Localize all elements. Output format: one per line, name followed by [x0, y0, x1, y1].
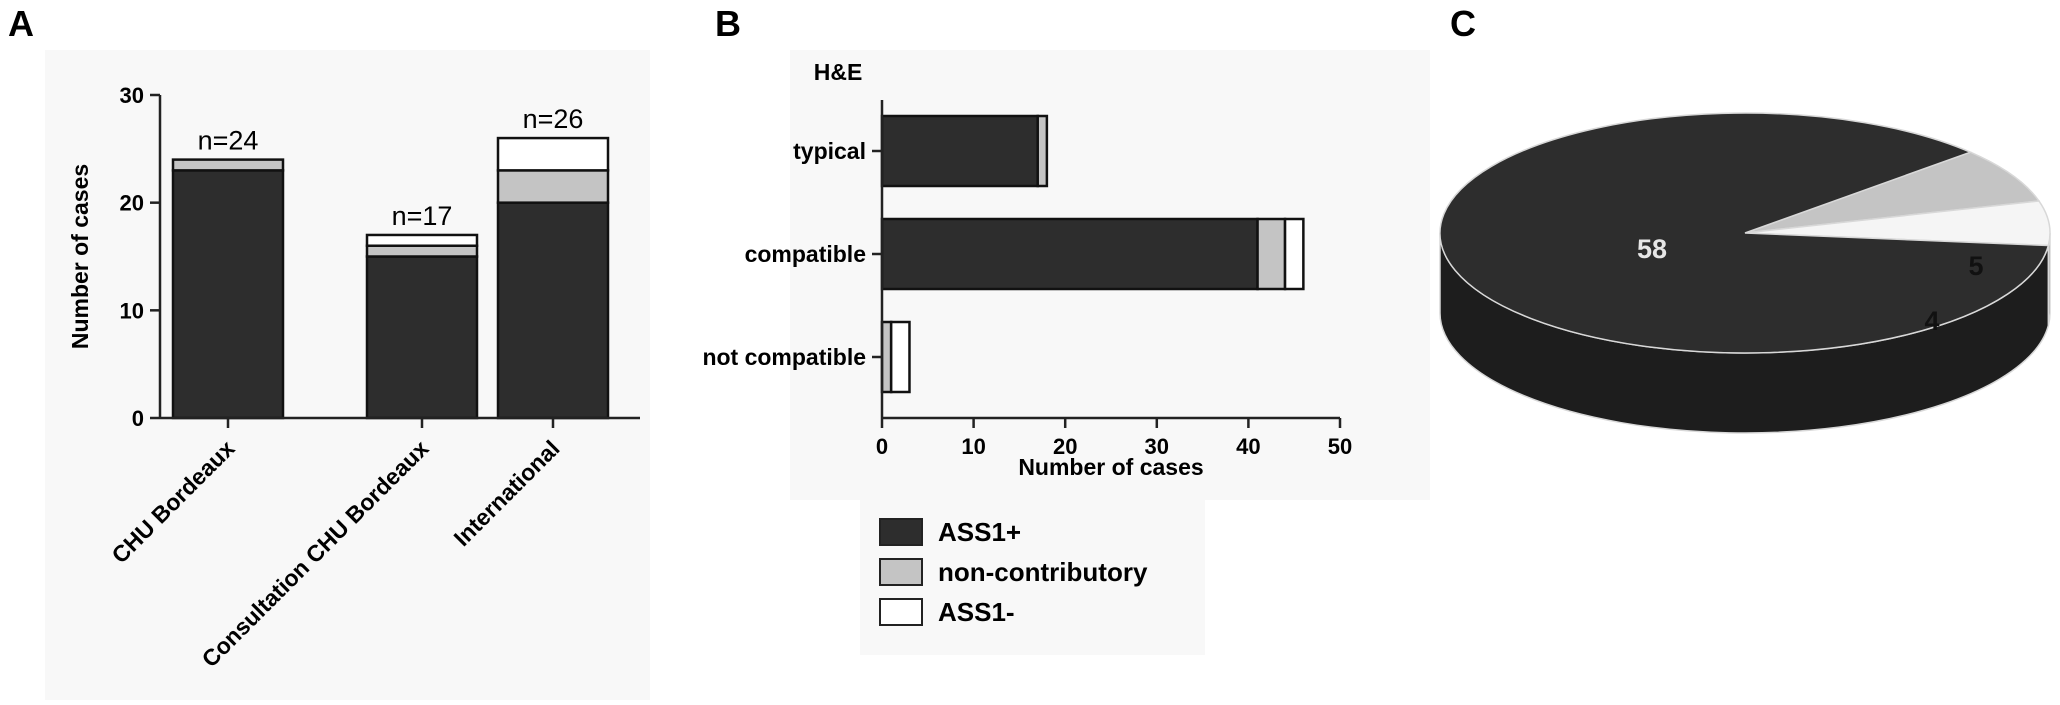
- x-tick-label: 40: [1236, 434, 1260, 459]
- y-tick-label: 20: [120, 191, 144, 216]
- x-tick-label: 10: [961, 434, 985, 459]
- category-label-typical: typical: [793, 138, 866, 164]
- y-tick-label: 10: [120, 298, 144, 323]
- legend-label-ass1-positive: ASS1+: [938, 517, 1021, 547]
- x-tick-label: 20: [1053, 434, 1077, 459]
- panel-label-a: A: [8, 3, 34, 44]
- x-tick-label: 50: [1328, 434, 1352, 459]
- panel-b-x-axis-title: Number of cases: [1018, 454, 1203, 480]
- panel-b-chart: H&E 0 10 20 30 40 50 typical compatible not c…: [702, 59, 1352, 480]
- bar-not-compatible-non-contributory: [880, 320, 893, 394]
- bar-compatible-non-contributory: [1256, 217, 1287, 291]
- pie-label-ass1-positive: 58: [1637, 234, 1667, 264]
- annotation-n-chu-bordeaux: n=24: [198, 126, 259, 156]
- bar-chu-bordeaux-non-contributory: [171, 158, 285, 172]
- panel-label-c: C: [1450, 3, 1476, 44]
- legend: ASS1+ non-contributory ASS1-: [879, 517, 1148, 627]
- bar-typical-ass1-positive: [880, 114, 1039, 188]
- legend-swatch-ass1-positive: [879, 518, 923, 546]
- annotation-n-consultation: n=17: [392, 201, 453, 231]
- bar-compatible-ass1-positive: [880, 217, 1259, 291]
- category-label-compatible: compatible: [745, 241, 866, 267]
- panel-c-pie-chart: 58 5 4: [1439, 112, 2051, 434]
- annotation-n-international: n=26: [523, 104, 584, 134]
- bar-compatible-ass1: [1283, 217, 1305, 291]
- bar-consultation-chu-bordeaux-non-contributory: [365, 244, 479, 258]
- y-tick-label: 30: [120, 83, 144, 108]
- bar-consultation-chu-bordeaux-ass1-positive: [365, 255, 479, 420]
- panel-a-y-axis-title: Number of cases: [67, 164, 93, 349]
- pie-slice-non-contributory: [1744, 151, 2041, 234]
- bar-international-ass1: [496, 136, 610, 172]
- bar-typical-non-contributory: [1036, 114, 1049, 188]
- panel-label-b: B: [715, 3, 741, 44]
- legend-label-non-contributory: non-contributory: [938, 557, 1148, 587]
- bar-international-non-contributory: [496, 169, 610, 204]
- bar-chu-bordeaux-ass1-positive: [171, 169, 285, 420]
- bar-international-ass1-positive: [496, 201, 610, 420]
- x-tick-label: 30: [1145, 434, 1169, 459]
- pie-label-non-contributory: 5: [1968, 251, 1983, 281]
- legend-swatch-ass1-negative: [879, 598, 923, 626]
- legend-label-ass1-negative: ASS1-: [938, 597, 1015, 627]
- panel-b-title: H&E: [814, 59, 863, 85]
- category-label-not-compatible: not compatible: [702, 344, 866, 370]
- bar-consultation-chu-bordeaux-ass1: [365, 233, 479, 247]
- x-tick-label: 0: [876, 434, 888, 459]
- pie-label-ass1-negative: 4: [1924, 306, 1939, 336]
- bar-not-compatible-ass1: [889, 320, 911, 394]
- legend-swatch-non-contributory: [879, 558, 923, 586]
- pie-slice-ass1-positive: [1439, 112, 2050, 354]
- y-tick-label: 0: [132, 406, 144, 431]
